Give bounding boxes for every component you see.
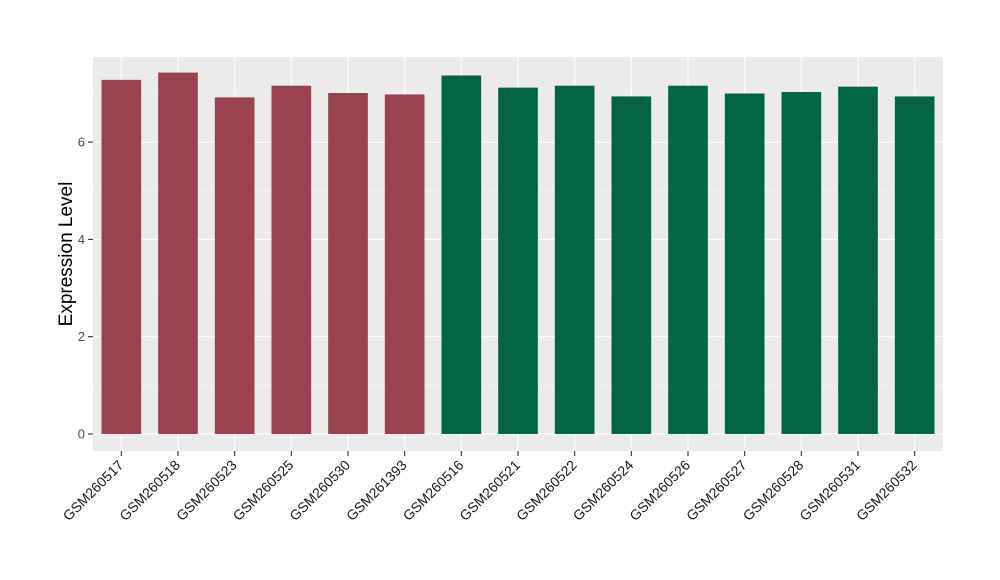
bar [838,86,878,434]
bar [611,96,652,434]
y-axis-title: Expression Level [56,182,77,327]
bar [781,92,822,434]
bar [384,94,425,434]
bar [271,85,312,434]
bar [158,72,198,434]
bars [101,72,935,434]
bar [894,96,935,434]
y-tick-label: 2 [78,329,85,344]
y-tick-label: 0 [78,426,85,441]
bar [498,87,538,434]
bar [668,85,708,434]
bar [328,92,368,434]
bar [554,85,595,434]
bar [441,75,482,434]
y-tick-label: 6 [78,135,85,150]
y-tick-label: 4 [78,232,85,247]
bar [724,93,765,434]
y-axis: 0 2 4 6 [78,135,93,441]
bar [101,79,142,434]
bar [214,97,255,434]
